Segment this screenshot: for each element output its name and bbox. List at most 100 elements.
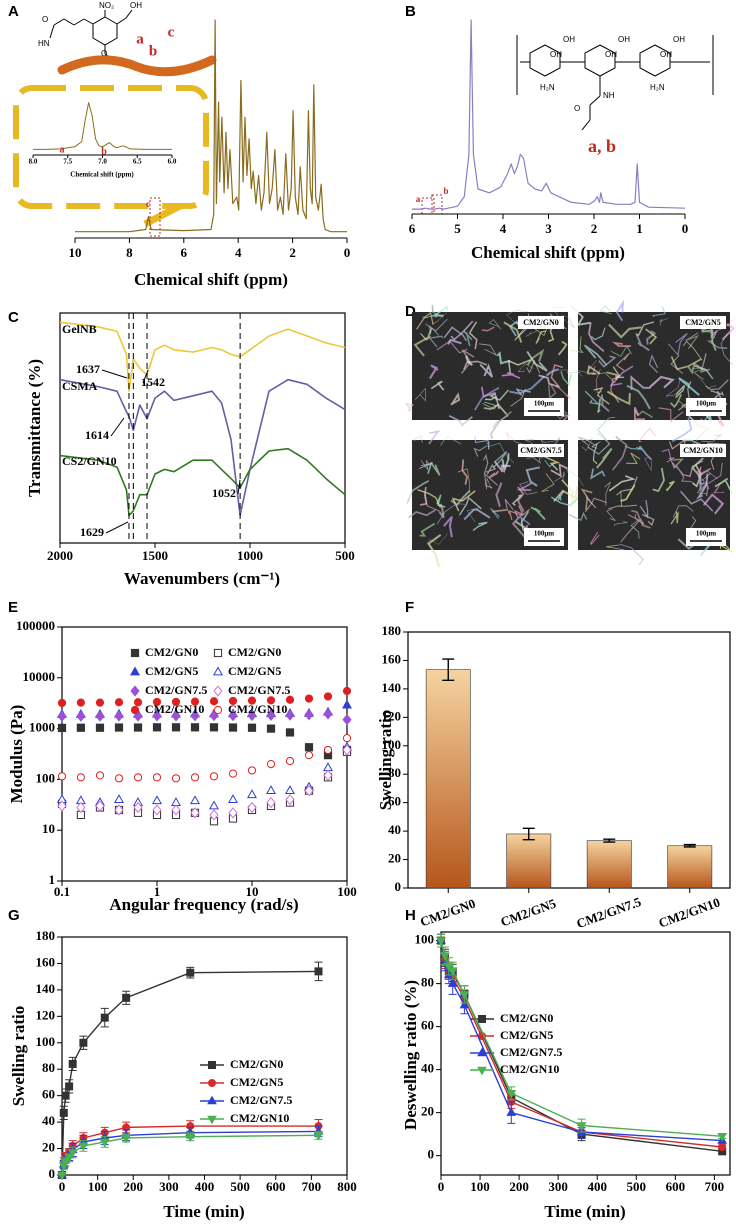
legend-label: CM2/GN0 — [145, 645, 198, 659]
highlight-box — [149, 197, 161, 237]
data-point — [717, 1132, 728, 1142]
data-point — [152, 773, 162, 782]
data-point — [323, 745, 333, 755]
legend-swatch — [213, 648, 223, 658]
image-caption: CM2/GN5 — [685, 318, 721, 327]
x-tick-label: 6 — [409, 221, 416, 236]
pore-wall — [596, 447, 613, 469]
pore-wall — [587, 432, 611, 455]
image-caption: CM2/GN7.5 — [520, 446, 562, 455]
molecule-a — [49, 9, 133, 61]
data-point — [440, 952, 450, 962]
pore-wall — [670, 511, 679, 525]
pore-wall — [683, 340, 703, 361]
pore-wall — [705, 379, 729, 391]
pore-wall — [479, 363, 494, 378]
data-point — [57, 800, 67, 812]
pore-wall — [665, 480, 675, 492]
series-line — [59, 447, 346, 517]
pore-wall — [513, 505, 524, 519]
x-tick-label: 700 — [302, 1179, 322, 1194]
data-point — [190, 773, 200, 782]
pore-wall — [448, 415, 473, 427]
pore-wall — [591, 441, 601, 449]
error-bar — [683, 843, 696, 848]
pore-wall — [599, 305, 612, 315]
pore-wall — [707, 340, 728, 349]
inset-pointer — [143, 202, 182, 228]
pore-wall — [644, 457, 653, 472]
y-tick-label: 0 — [49, 1166, 56, 1181]
pore-wall — [608, 475, 636, 492]
pore-wall — [550, 463, 568, 478]
data-point — [122, 993, 131, 1002]
pore-wall — [613, 521, 628, 527]
legend-label: CM2/GN0 — [230, 1057, 283, 1071]
y-tick-label: 40 — [42, 1113, 55, 1128]
data-point — [576, 1122, 587, 1131]
pore-wall — [569, 304, 591, 326]
pore-wall — [457, 468, 470, 493]
x-tick-label: 5 — [454, 221, 461, 236]
pore-wall — [450, 490, 471, 507]
pore-wall — [525, 466, 541, 487]
y-tick-label: 20 — [388, 851, 401, 866]
panel-label: D — [405, 303, 416, 320]
data-point — [228, 709, 238, 722]
scale-label: 100μm — [696, 400, 716, 408]
data-point — [185, 1133, 196, 1143]
y-tick-label: 100000 — [16, 618, 55, 633]
data-point — [342, 686, 352, 696]
data-point — [304, 751, 314, 760]
pore-wall — [530, 506, 546, 521]
data-point — [190, 710, 200, 722]
x-tick-label: 7.5 — [63, 158, 72, 166]
pore-wall — [412, 435, 423, 443]
pore-wall — [671, 458, 684, 469]
data-point — [285, 785, 295, 795]
pore-wall — [615, 299, 625, 322]
x-tick-label: 800 — [337, 1179, 357, 1194]
y-tick-label: 180 — [382, 623, 402, 638]
data-point — [436, 937, 446, 946]
series-line — [440, 940, 723, 1148]
data-point — [65, 1082, 74, 1091]
legend-label: CM2/GN10 — [230, 1111, 289, 1125]
data-point — [304, 694, 314, 703]
structure-label: H₂N — [540, 83, 555, 92]
pore-wall — [691, 368, 706, 380]
pore-wall — [507, 359, 531, 374]
scale-label: 100μm — [534, 530, 554, 538]
pore-wall — [620, 514, 641, 543]
data-point — [133, 710, 143, 722]
scale-label: 100μm — [696, 530, 716, 538]
data-point — [152, 723, 162, 732]
x-tick-label: 500 — [230, 1179, 250, 1194]
data-point — [152, 697, 162, 707]
inset-frame — [13, 85, 209, 209]
data-point — [79, 1038, 88, 1047]
x-tick-label: 1500 — [142, 548, 168, 563]
pore-wall — [619, 543, 644, 566]
data-point — [99, 1138, 110, 1148]
x-tick-label: 2 — [591, 221, 598, 236]
pore-wall — [581, 438, 593, 452]
data-point — [114, 710, 124, 722]
x-tick-label: 0 — [344, 245, 351, 260]
pore-wall — [593, 387, 610, 405]
y-tick-label: 20 — [421, 1104, 434, 1119]
legend-swatch — [208, 1079, 216, 1087]
data-point — [209, 723, 219, 732]
pore-wall — [658, 407, 684, 423]
y-tick-label: 100 — [36, 1034, 56, 1049]
pore-wall — [516, 482, 533, 492]
data-point — [186, 968, 195, 977]
data-point — [247, 766, 257, 775]
pore-wall — [484, 472, 498, 489]
pore-wall — [544, 456, 561, 471]
pore-wall — [428, 335, 444, 348]
bar — [586, 840, 632, 889]
data-point — [57, 772, 67, 781]
y-tick-label: 120 — [382, 708, 402, 723]
